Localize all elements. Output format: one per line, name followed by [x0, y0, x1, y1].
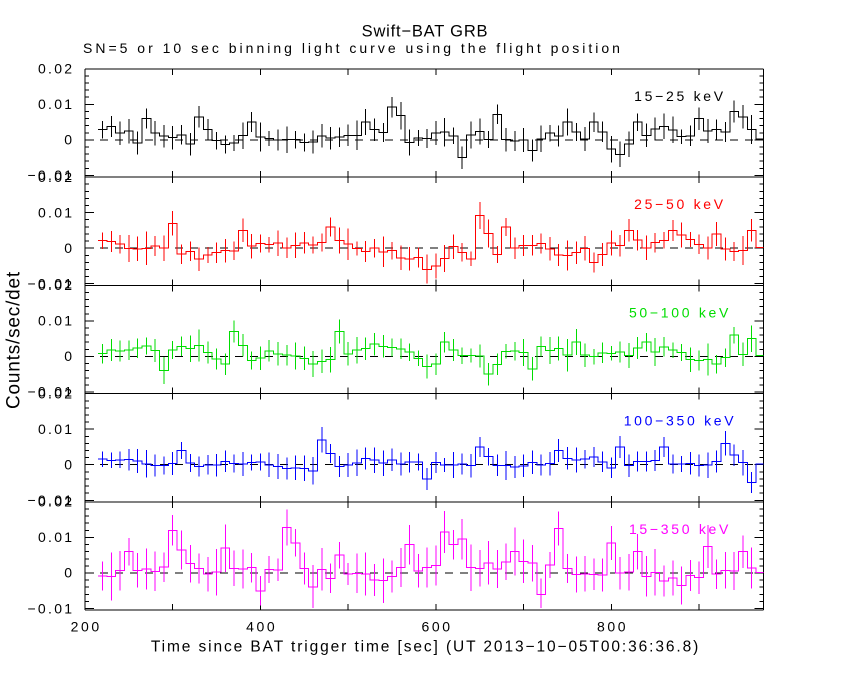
svg-text:−0.01: −0.01 — [27, 275, 74, 291]
svg-text:0.02: 0.02 — [38, 494, 74, 510]
svg-text:−0.01: −0.01 — [27, 384, 74, 400]
svg-text:0: 0 — [64, 132, 74, 148]
svg-text:25−50 keV: 25−50 keV — [634, 196, 726, 212]
svg-text:0.02: 0.02 — [38, 385, 74, 401]
svg-text:Time since BAT trigger time [s: Time since BAT trigger time [sec] (UT 20… — [151, 639, 700, 656]
svg-text:0: 0 — [64, 456, 74, 472]
svg-text:15−350 keV: 15−350 keV — [629, 521, 731, 537]
svg-text:0: 0 — [64, 240, 74, 256]
svg-text:SN=5 or 10 sec binning light c: SN=5 or 10 sec binning light curve using… — [83, 40, 623, 56]
svg-text:Swift−BAT GRB: Swift−BAT GRB — [362, 23, 489, 41]
svg-text:−0.01: −0.01 — [27, 600, 74, 616]
svg-text:15−25 keV: 15−25 keV — [634, 88, 726, 104]
svg-text:0: 0 — [64, 565, 74, 581]
svg-text:0.01: 0.01 — [38, 204, 74, 220]
svg-text:800: 800 — [597, 618, 628, 634]
svg-text:100−350 keV: 100−350 keV — [624, 413, 737, 429]
svg-text:600: 600 — [422, 618, 453, 634]
svg-text:Counts/sec/det: Counts/sec/det — [4, 271, 25, 409]
svg-text:400: 400 — [246, 618, 277, 634]
svg-text:0.02: 0.02 — [38, 61, 74, 77]
svg-text:0.02: 0.02 — [38, 169, 74, 185]
svg-text:0.01: 0.01 — [38, 313, 74, 329]
svg-text:200: 200 — [71, 618, 102, 634]
svg-text:0.02: 0.02 — [38, 277, 74, 293]
svg-text:−0.01: −0.01 — [27, 492, 74, 508]
svg-text:0.01: 0.01 — [38, 421, 74, 437]
svg-text:0.01: 0.01 — [38, 529, 74, 545]
svg-text:0: 0 — [64, 348, 74, 364]
svg-text:−0.01: −0.01 — [27, 167, 74, 183]
svg-text:0.01: 0.01 — [38, 96, 74, 112]
svg-text:50−100 keV: 50−100 keV — [629, 304, 731, 320]
